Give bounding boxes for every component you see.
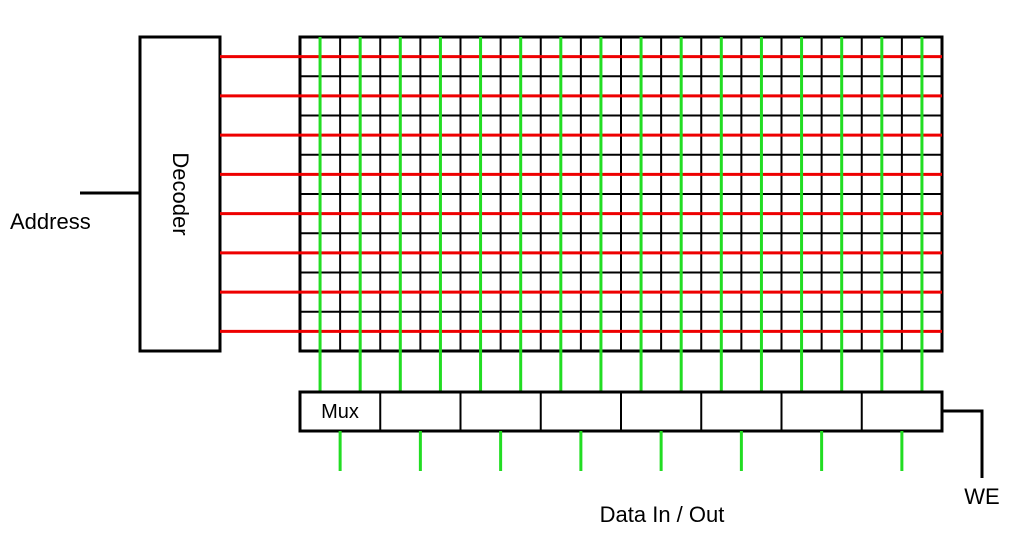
decoder-block (138, 35, 222, 353)
address-label: Address (10, 209, 91, 234)
memory-cell-grid (298, 35, 944, 353)
mux-row (298, 390, 944, 433)
data-in-out-label: Data In / Out (600, 502, 725, 527)
we-label: WE (964, 484, 999, 509)
bit-lines (318, 37, 924, 392)
word-lines (220, 55, 942, 333)
decoder-label: Decoder (168, 152, 193, 235)
write-enable-line (942, 409, 984, 478)
mux-label: Mux (321, 401, 359, 423)
data-lines (338, 431, 904, 471)
